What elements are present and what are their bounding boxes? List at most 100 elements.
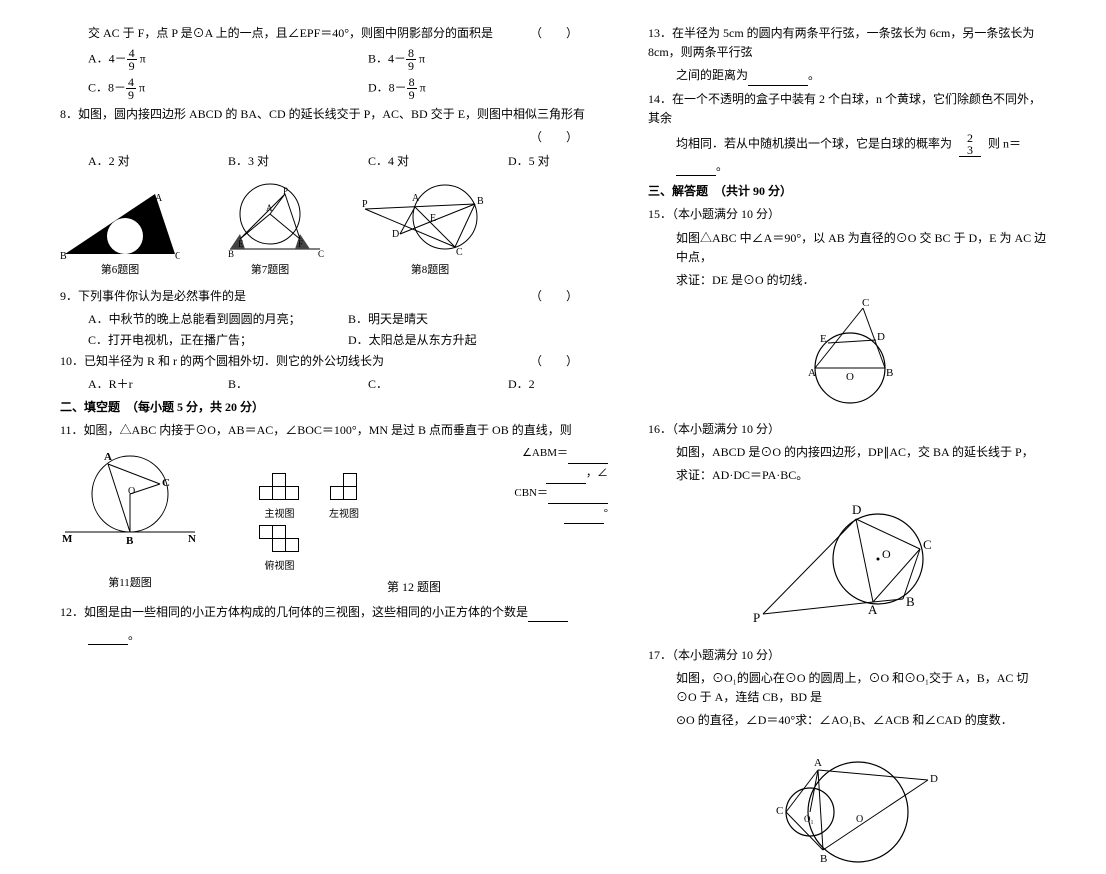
- q15-head: 15．（本小题满分 10 分）: [648, 205, 1048, 224]
- q7-text: 交 AC 于 F，点 P 是⊙A 上的一点，且∠EPF＝40°，则图中阴影部分的…: [88, 26, 493, 40]
- top-view: 俯视图: [260, 526, 299, 572]
- q7-a-pre: A．4－: [88, 51, 127, 65]
- q11-c2: ，∠: [586, 467, 608, 479]
- q10-paren: （ ）: [530, 352, 578, 371]
- svg-text:A: A: [868, 602, 878, 617]
- q8-paren: （ ）: [60, 128, 608, 147]
- q14-p: 则 n＝: [988, 136, 1021, 150]
- q10-text: 10．已知半径为 R 和 r 的两个圆相外切．则它的外公切线长为: [60, 354, 384, 368]
- svg-text:E: E: [820, 333, 827, 345]
- q13-c: 之间的距离为: [676, 68, 748, 82]
- svg-text:O₁: O₁: [804, 814, 814, 824]
- q7-b-post: π: [416, 51, 425, 65]
- q14-c: 均相同．若从中随机摸出一个球，它是白球的概率为: [676, 136, 952, 150]
- svg-text:C: C: [776, 805, 783, 817]
- left-view-label: 左视图: [329, 505, 359, 520]
- q12-blank: [528, 608, 568, 622]
- svg-text:B: B: [60, 251, 67, 259]
- svg-text:B: B: [228, 249, 234, 259]
- q16-l2: 求证：AD·DC＝PA·BC。: [648, 466, 1048, 485]
- fig6-svg: A B C: [60, 189, 180, 259]
- q12-end: 。: [60, 626, 608, 645]
- q7-opt-c: C．8－49 π: [88, 76, 188, 101]
- q9-a: A．中秋节的晚上总能看到圆圆的月亮；: [88, 310, 308, 327]
- top-view-row: 俯视图: [260, 526, 608, 572]
- svg-text:A: A: [155, 193, 163, 204]
- svg-text:A: A: [104, 451, 112, 463]
- q8-d: D．5 对: [508, 152, 608, 169]
- q12-blank2: [88, 631, 128, 645]
- fig15-svg: A B C D E O: [778, 298, 918, 408]
- fig11-label: 第11题图: [60, 574, 200, 590]
- q7-b-den: 9: [406, 60, 416, 72]
- figure-6: A B C 第6题图: [60, 189, 180, 277]
- q13-blank: [748, 72, 808, 86]
- svg-text:B: B: [906, 594, 915, 609]
- blank-2: [546, 470, 586, 484]
- fig8-svg: P A B C D E: [360, 179, 500, 259]
- q11-c3: CBN＝: [514, 487, 548, 499]
- q9-row1: A．中秋节的晚上总能看到圆圆的月亮； B．明天是晴天: [88, 310, 608, 327]
- q11-views-block: ∠ABM＝ ，∠ CBN＝ ° 主视图 左视图 俯视图: [220, 444, 608, 594]
- q13-cont: 之间的距离为 。: [648, 66, 1048, 85]
- svg-text:D: D: [392, 229, 399, 240]
- svg-text:O: O: [882, 547, 891, 561]
- svg-text:C: C: [862, 298, 869, 309]
- q9-paren: （ ）: [530, 287, 578, 306]
- q7-opt-a: A．4－49 π: [88, 47, 188, 72]
- section-3-title: 三、解答题 （共计 90 分）: [648, 182, 1048, 201]
- q8-opts: A．2 对 B．3 对 C．4 对 D．5 对: [88, 152, 608, 169]
- q14-blank: [676, 162, 716, 176]
- svg-text:C: C: [923, 537, 932, 552]
- q10-a: A．R＋r: [88, 375, 188, 392]
- svg-text:B: B: [477, 196, 484, 207]
- svg-text:N: N: [188, 533, 196, 544]
- figure-15: A B C D E O: [648, 298, 1048, 412]
- q14-e: 。: [716, 159, 728, 173]
- q7-stem: 交 AC 于 F，点 P 是⊙A 上的一点，且∠EPF＝40°，则图中阴影部分的…: [60, 24, 608, 43]
- q7-c-post: π: [136, 80, 145, 94]
- q8-stem: 8．如图，圆内接四边形 ABCD 的 BA、CD 的延长线交于 P，AC、BD …: [60, 105, 608, 124]
- svg-text:A: A: [412, 193, 420, 204]
- figures-678: A B C 第6题图 A P B E F C: [60, 179, 608, 277]
- svg-text:C: C: [318, 249, 324, 259]
- q7-d-post: π: [417, 80, 426, 94]
- svg-text:B: B: [886, 367, 893, 379]
- q10-d: D．2: [508, 375, 608, 392]
- q12-stem: 12．如图是由一些相同的小正方体构成的几何体的三视图，这些相同的小正方体的个数是: [60, 603, 608, 622]
- q9-b: B．明天是晴天: [348, 310, 428, 327]
- figure-16: D C B A P O: [648, 494, 1048, 638]
- q17-l1: 如图，⊙O₁的圆心在⊙O 的圆周上，⊙O 和⊙O₁交于 A，B，AC 切⊙O 于…: [648, 669, 1048, 707]
- figure-8: P A B C D E 第8题图: [360, 179, 500, 277]
- q7-a-den: 9: [127, 60, 137, 72]
- q9-stem: 9．下列事件你认为是必然事件的是 （ ）: [60, 287, 608, 306]
- q14-stem: 14．在一个不透明的盒子中装有 2 个白球，n 个黄球，它们除颜色不同外，其余: [648, 90, 1048, 128]
- fig12-label: 第 12 题图: [220, 578, 608, 595]
- q15-l2: 求证：DE 是⊙O 的切线．: [648, 271, 1048, 290]
- q7-d-pre: D．8－: [368, 80, 407, 94]
- q16-head: 16．（本小题满分 10 分）: [648, 420, 1048, 439]
- blank-4: [564, 510, 604, 524]
- svg-text:P: P: [362, 199, 368, 210]
- svg-text:A: A: [266, 203, 273, 213]
- svg-text:A: A: [814, 757, 822, 769]
- fig6-label: 第6题图: [101, 264, 140, 276]
- q7-row2: C．8－49 π D．8－89 π: [88, 76, 608, 101]
- q10-opts: A．R＋r B． C． D．2: [88, 375, 608, 392]
- svg-text:M: M: [62, 533, 73, 544]
- q8-c: C．4 对: [368, 152, 468, 169]
- top-view-label: 俯视图: [260, 557, 299, 572]
- svg-text:E: E: [238, 239, 244, 249]
- svg-text:F: F: [298, 239, 303, 249]
- svg-text:E: E: [430, 213, 436, 224]
- q14-den: 3: [965, 144, 975, 156]
- svg-text:C: C: [175, 251, 180, 259]
- svg-text:B: B: [126, 535, 134, 544]
- q13-e: 。: [808, 68, 820, 82]
- figure-17: A D B C O O₁: [648, 750, 1048, 874]
- q7-opt-d: D．8－89 π: [368, 76, 468, 101]
- left-column: 交 AC 于 F，点 P 是⊙A 上的一点，且∠EPF＝40°，则图中阴影部分的…: [40, 20, 628, 745]
- svg-text:D: D: [852, 502, 861, 517]
- q12-text: 12．如图是由一些相同的小正方体构成的几何体的三视图，这些相同的小正方体的个数是: [60, 605, 528, 619]
- q11-stem: 11．如图，△ABC 内接于⊙O，AB＝AC，∠BOC＝100°，MN 是过 B…: [60, 421, 608, 440]
